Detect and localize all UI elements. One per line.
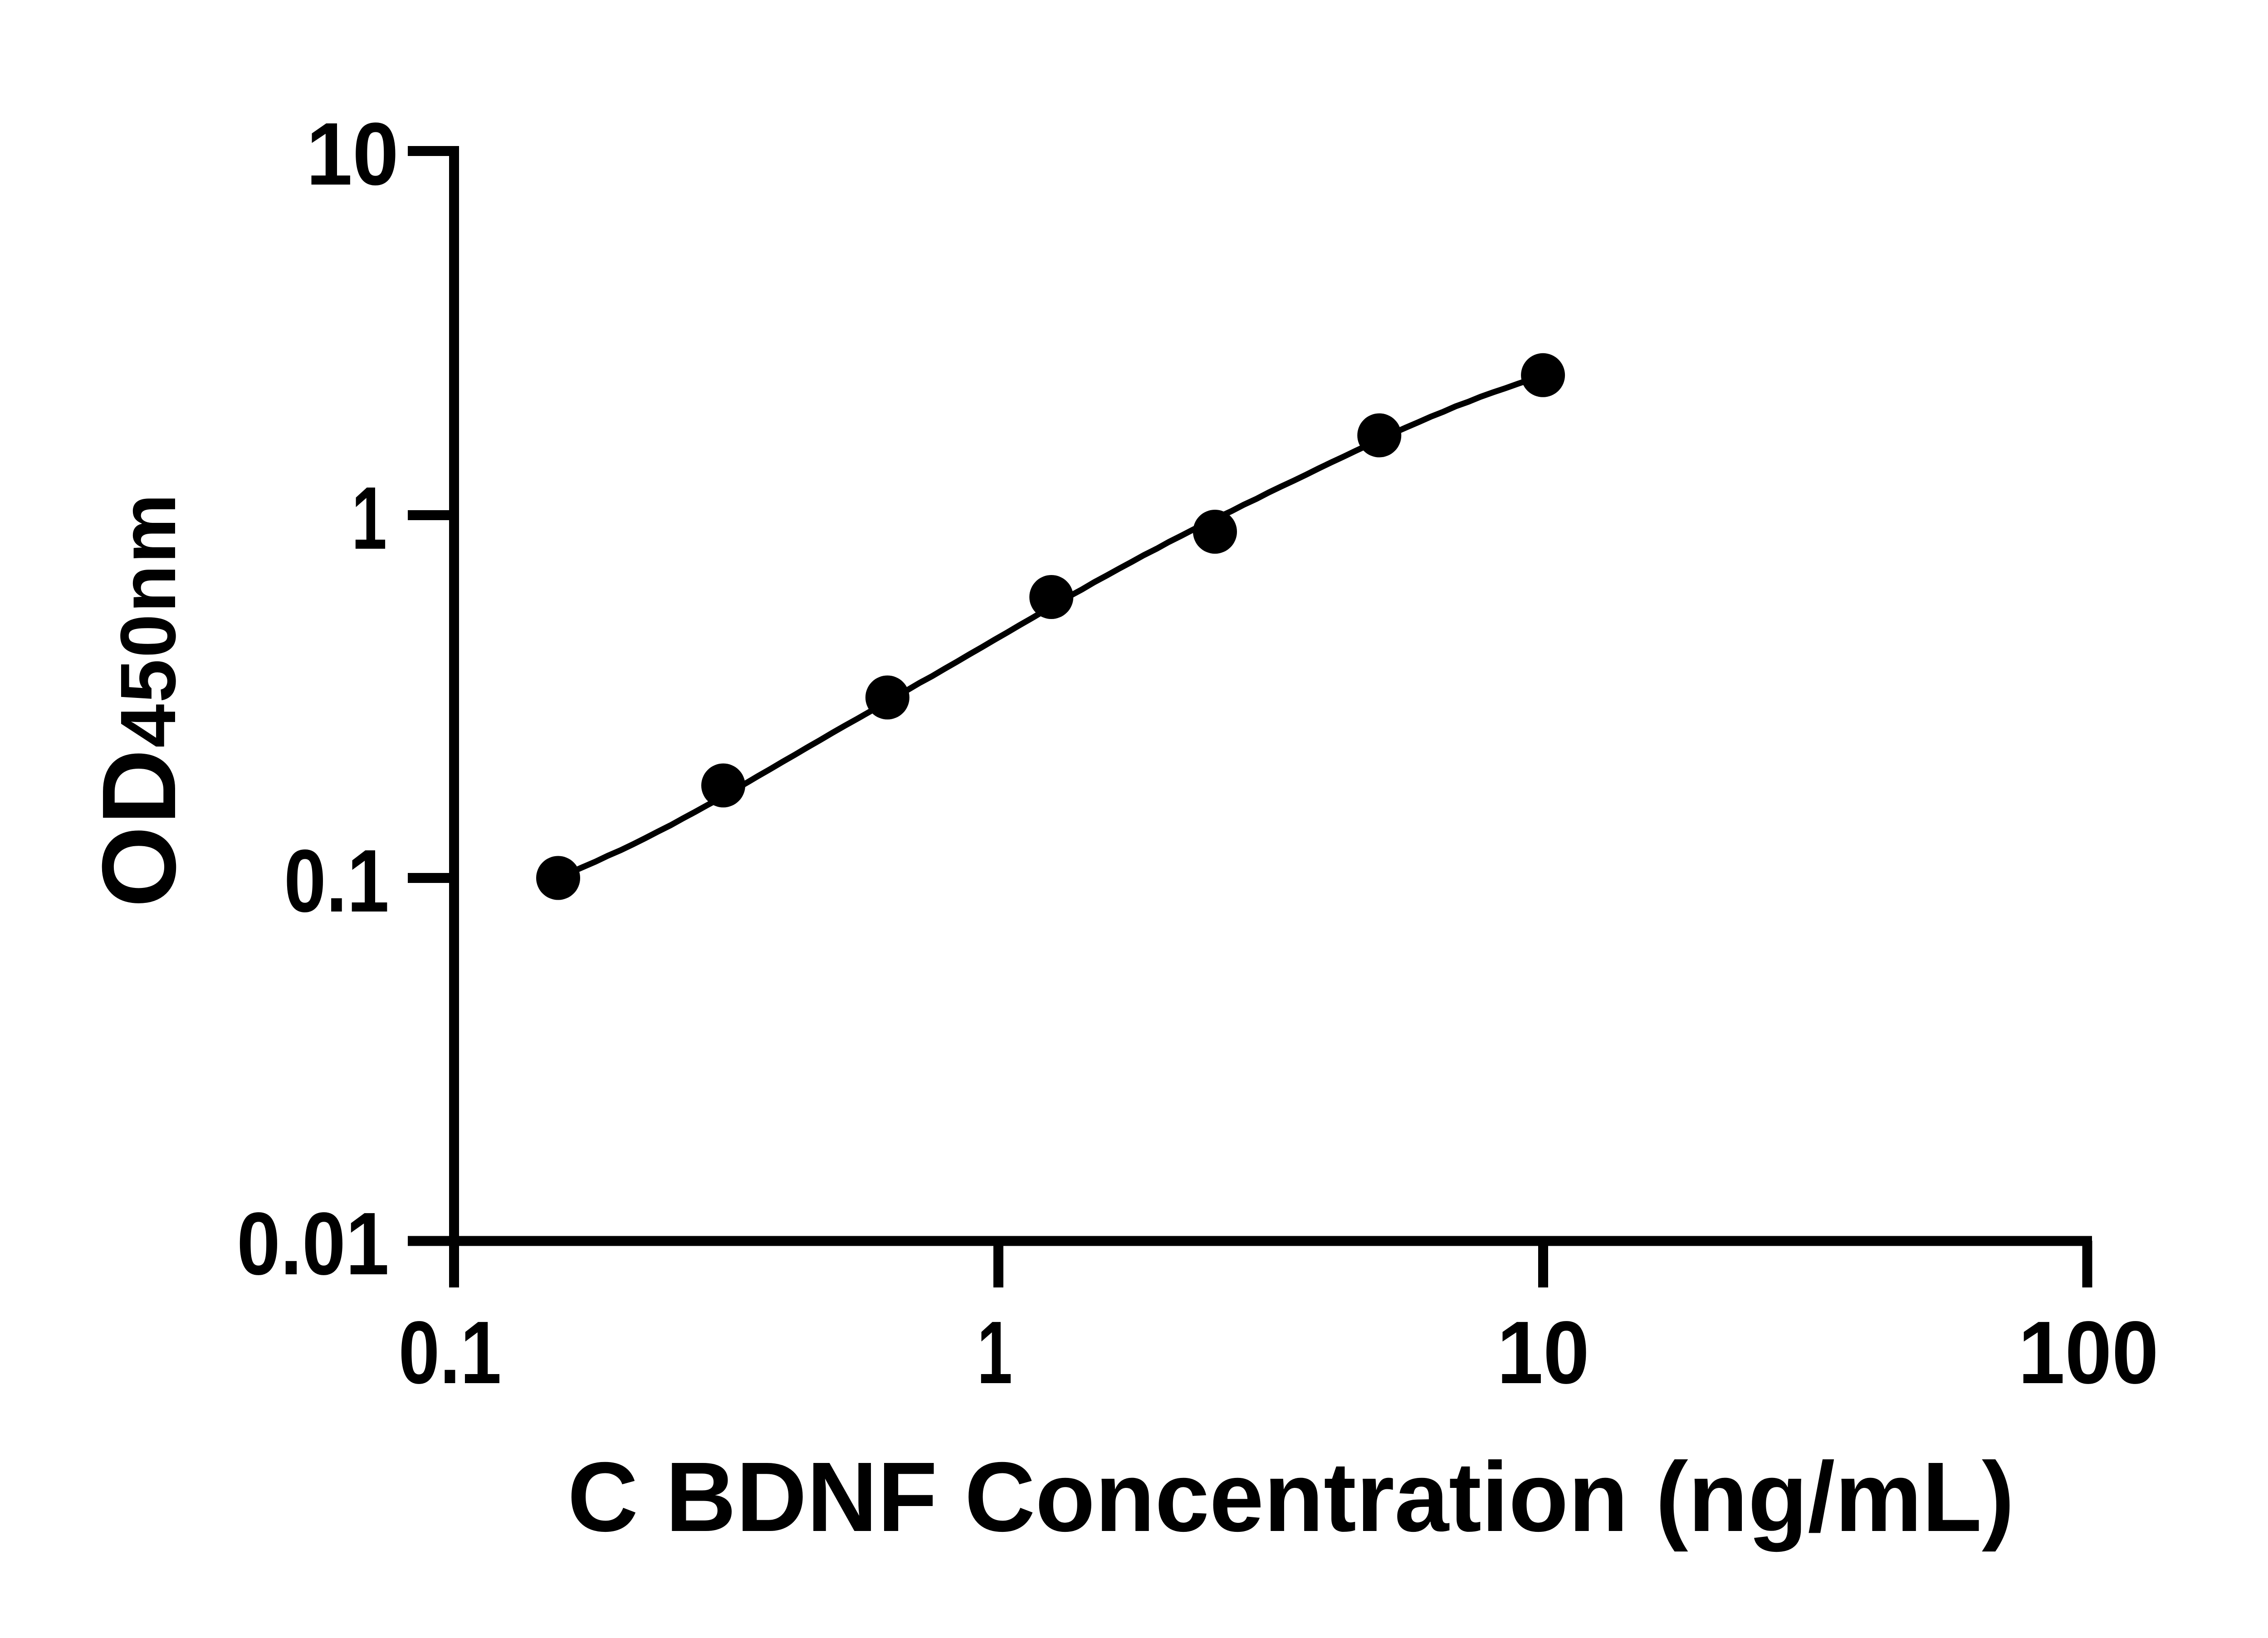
svg-text:100: 100 xyxy=(2018,1303,2159,1402)
svg-text:0.1: 0.1 xyxy=(284,831,389,931)
svg-text:1: 1 xyxy=(977,1303,1012,1402)
svg-text:10: 10 xyxy=(306,104,399,204)
svg-text:0.1: 0.1 xyxy=(399,1303,502,1402)
svg-text:10: 10 xyxy=(1497,1303,1589,1402)
svg-text:C BDNF Concentration (ng/mL): C BDNF Concentration (ng/mL) xyxy=(567,1442,2014,1552)
svg-text:OD450nm: OD450nm xyxy=(80,492,197,908)
svg-text:0.01: 0.01 xyxy=(237,1194,389,1293)
svg-text:1: 1 xyxy=(352,468,387,568)
